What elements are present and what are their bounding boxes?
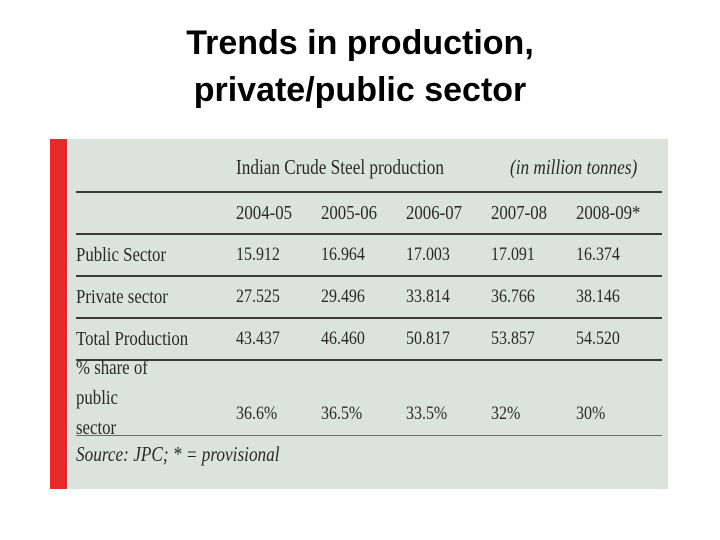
table-rule <box>76 275 662 277</box>
table-cell: 15.912 <box>236 244 280 265</box>
table-row-total-production: Total Production 43.437 46.460 50.817 53… <box>76 319 662 359</box>
table-caption: Indian Crude Steel production <box>236 155 445 179</box>
table-cell: 17.091 <box>491 244 535 265</box>
row-label: Total Production <box>76 328 189 350</box>
table-cell: 36.766 <box>491 286 535 307</box>
table-rule <box>76 435 662 436</box>
table-row-public-share: % share of public sector 36.6% 36.5% 33.… <box>76 357 662 439</box>
row-label: Public Sector <box>76 244 167 266</box>
table-cell: 16.374 <box>576 244 620 265</box>
table-header-row: 2004-05 2005-06 2006-07 2007-08 2008-09* <box>76 193 662 233</box>
row-label: Private sector <box>76 286 168 308</box>
steel-production-table: Indian Crude Steel production (in millio… <box>76 139 662 476</box>
table-cell: 38.146 <box>576 286 620 307</box>
row-label-line-1: % share of public <box>76 357 148 409</box>
table-cell: 33.814 <box>406 286 450 307</box>
table-cell: 54.520 <box>576 328 620 349</box>
table-cell: 27.525 <box>236 286 280 307</box>
row-label-line-2: sector <box>76 417 117 439</box>
table-cell: 33.5% <box>406 403 448 424</box>
slide-title: Trends in production, private/public sec… <box>0 20 720 114</box>
table-row-private-sector: Private sector 27.525 29.496 33.814 36.7… <box>76 277 662 317</box>
table-cell: 29.496 <box>321 286 365 307</box>
table-cell: 17.003 <box>406 244 450 265</box>
table-rule <box>76 317 662 319</box>
table-cell: 16.964 <box>321 244 365 265</box>
table-source-row: Source: JPC; * = provisional <box>76 436 662 476</box>
table-caption-row: Indian Crude Steel production (in millio… <box>76 139 662 191</box>
table-cell: 46.460 <box>321 328 365 349</box>
row-label: % share of public sector <box>76 353 194 443</box>
table-cell: 36.6% <box>236 403 278 424</box>
column-header: 2005-06 <box>321 201 378 224</box>
slide-title-line-2: private/public sector <box>193 71 527 109</box>
table-source-note: Source: JPC; * = provisional <box>76 442 280 466</box>
slide-title-line-1: Trends in production, <box>186 24 534 62</box>
table-rule <box>76 359 662 361</box>
table-rule <box>76 233 662 235</box>
steel-production-table-card: Indian Crude Steel production (in millio… <box>50 139 668 489</box>
table-cell: 50.817 <box>406 328 450 349</box>
red-accent-bar <box>50 139 67 489</box>
table-cell: 30% <box>576 403 606 424</box>
column-header: 2008-09* <box>576 201 641 224</box>
table-cell: 53.857 <box>491 328 535 349</box>
table-rule <box>76 191 662 193</box>
column-header: 2006-07 <box>406 201 463 224</box>
column-header: 2004-05 <box>236 201 293 224</box>
table-cell: 32% <box>491 403 521 424</box>
column-header: 2007-08 <box>491 201 548 224</box>
table-cell: 43.437 <box>236 328 280 349</box>
table-unit: (in million tonnes) <box>510 155 638 179</box>
table-cell: 36.5% <box>321 403 363 424</box>
table-row-public-sector: Public Sector 15.912 16.964 17.003 17.09… <box>76 235 662 275</box>
